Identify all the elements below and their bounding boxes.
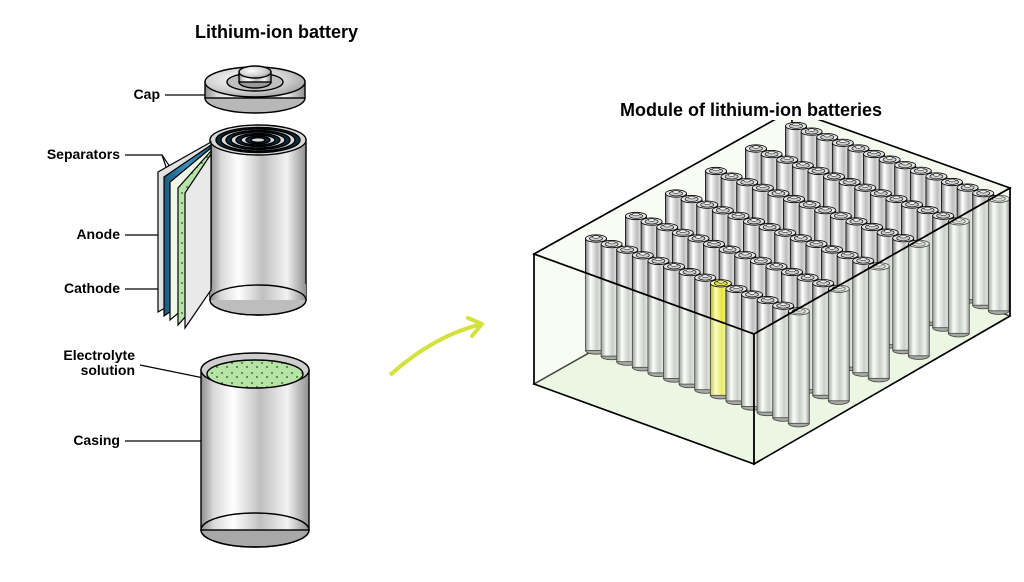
flaps	[158, 142, 211, 328]
single-cell-diagram	[30, 20, 410, 580]
arrow-icon	[380, 300, 510, 400]
roll	[210, 125, 306, 315]
cap	[205, 66, 305, 113]
diagram-stage: Lithium-ion battery Module of lithium-io…	[0, 0, 1024, 582]
casing	[201, 353, 309, 547]
title-right: Module of lithium-ion batteries	[620, 100, 882, 121]
module-diagram	[500, 120, 1020, 540]
